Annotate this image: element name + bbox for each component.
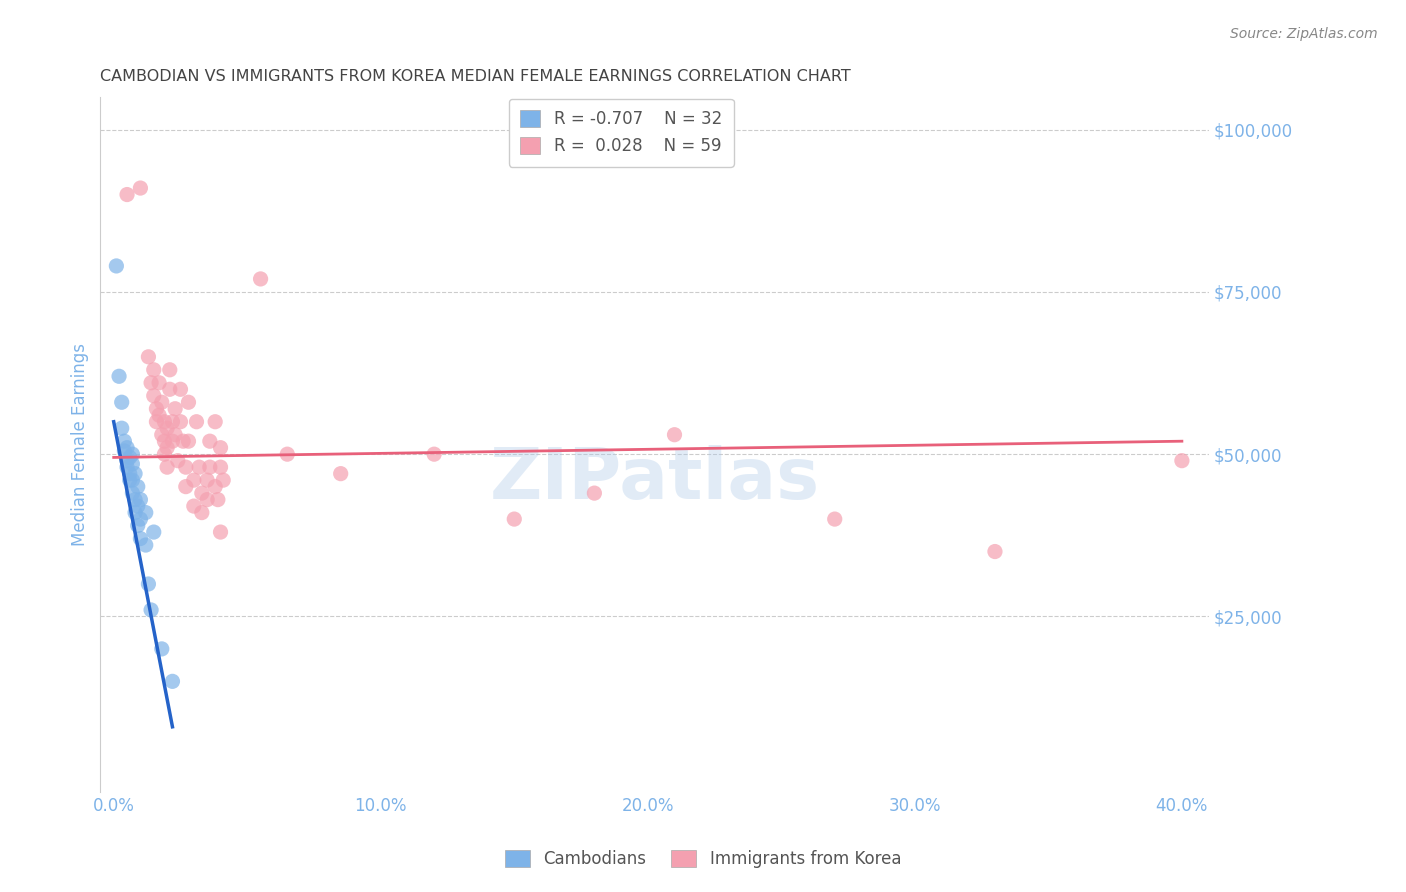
Point — [156, 421, 179, 435]
Point — [207, 492, 229, 507]
Point — [121, 457, 143, 471]
Point — [186, 415, 208, 429]
Point — [195, 473, 218, 487]
Point — [129, 181, 152, 195]
Point — [165, 401, 187, 416]
Point — [105, 259, 128, 273]
Point — [145, 415, 167, 429]
Point — [195, 492, 218, 507]
Point — [112, 434, 135, 449]
Point — [503, 512, 526, 526]
Point — [212, 473, 235, 487]
Point — [118, 473, 141, 487]
Point — [209, 441, 232, 455]
Point — [115, 460, 138, 475]
Point — [183, 473, 205, 487]
Point — [121, 486, 143, 500]
Point — [276, 447, 298, 461]
Point — [664, 427, 686, 442]
Point — [127, 480, 149, 494]
Point — [209, 460, 232, 475]
Point — [156, 460, 179, 475]
Point — [112, 444, 135, 458]
Point — [124, 506, 146, 520]
Point — [183, 499, 205, 513]
Point — [165, 427, 187, 442]
Point — [138, 577, 160, 591]
Point — [129, 492, 152, 507]
Point — [329, 467, 352, 481]
Point — [118, 467, 141, 481]
Point — [162, 434, 184, 449]
Point — [1171, 453, 1194, 467]
Text: ZIPatlas: ZIPatlas — [489, 445, 820, 514]
Point — [111, 395, 134, 409]
Point — [159, 382, 181, 396]
Point — [142, 389, 165, 403]
Point — [172, 434, 194, 449]
Point — [129, 512, 152, 526]
Point — [249, 272, 271, 286]
Point — [150, 641, 173, 656]
Point — [174, 460, 197, 475]
Point — [118, 450, 141, 465]
Point — [583, 486, 606, 500]
Point — [177, 434, 200, 449]
Legend: Cambodians, Immigrants from Korea: Cambodians, Immigrants from Korea — [498, 843, 908, 875]
Point — [162, 674, 184, 689]
Point — [142, 363, 165, 377]
Point — [169, 415, 191, 429]
Point — [209, 524, 232, 539]
Point — [115, 453, 138, 467]
Point — [162, 415, 184, 429]
Point — [127, 499, 149, 513]
Point — [115, 187, 138, 202]
Point — [153, 447, 176, 461]
Point — [127, 518, 149, 533]
Point — [191, 506, 214, 520]
Point — [984, 544, 1007, 558]
Point — [135, 538, 157, 552]
Point — [204, 415, 226, 429]
Point — [204, 480, 226, 494]
Point — [198, 460, 221, 475]
Point — [156, 441, 179, 455]
Point — [115, 441, 138, 455]
Point — [188, 460, 211, 475]
Legend: R = -0.707    N = 32, R =  0.028    N = 59: R = -0.707 N = 32, R = 0.028 N = 59 — [509, 99, 734, 167]
Point — [121, 473, 143, 487]
Point — [174, 480, 197, 494]
Point — [198, 434, 221, 449]
Point — [108, 369, 131, 384]
Point — [423, 447, 446, 461]
Point — [153, 434, 176, 449]
Point — [121, 447, 143, 461]
Point — [191, 486, 214, 500]
Text: Source: ZipAtlas.com: Source: ZipAtlas.com — [1230, 27, 1378, 41]
Point — [150, 395, 173, 409]
Point — [138, 350, 160, 364]
Point — [124, 492, 146, 507]
Point — [148, 376, 170, 390]
Point — [150, 427, 173, 442]
Point — [129, 532, 152, 546]
Point — [166, 453, 188, 467]
Point — [139, 376, 162, 390]
Point — [145, 401, 167, 416]
Point — [148, 409, 170, 423]
Point — [139, 603, 162, 617]
Point — [824, 512, 846, 526]
Point — [142, 524, 165, 539]
Point — [124, 467, 146, 481]
Text: CAMBODIAN VS IMMIGRANTS FROM KOREA MEDIAN FEMALE EARNINGS CORRELATION CHART: CAMBODIAN VS IMMIGRANTS FROM KOREA MEDIA… — [100, 69, 851, 84]
Point — [153, 415, 176, 429]
Point — [159, 363, 181, 377]
Point — [135, 506, 157, 520]
Point — [169, 382, 191, 396]
Y-axis label: Median Female Earnings: Median Female Earnings — [72, 343, 89, 546]
Point — [177, 395, 200, 409]
Point — [111, 421, 134, 435]
